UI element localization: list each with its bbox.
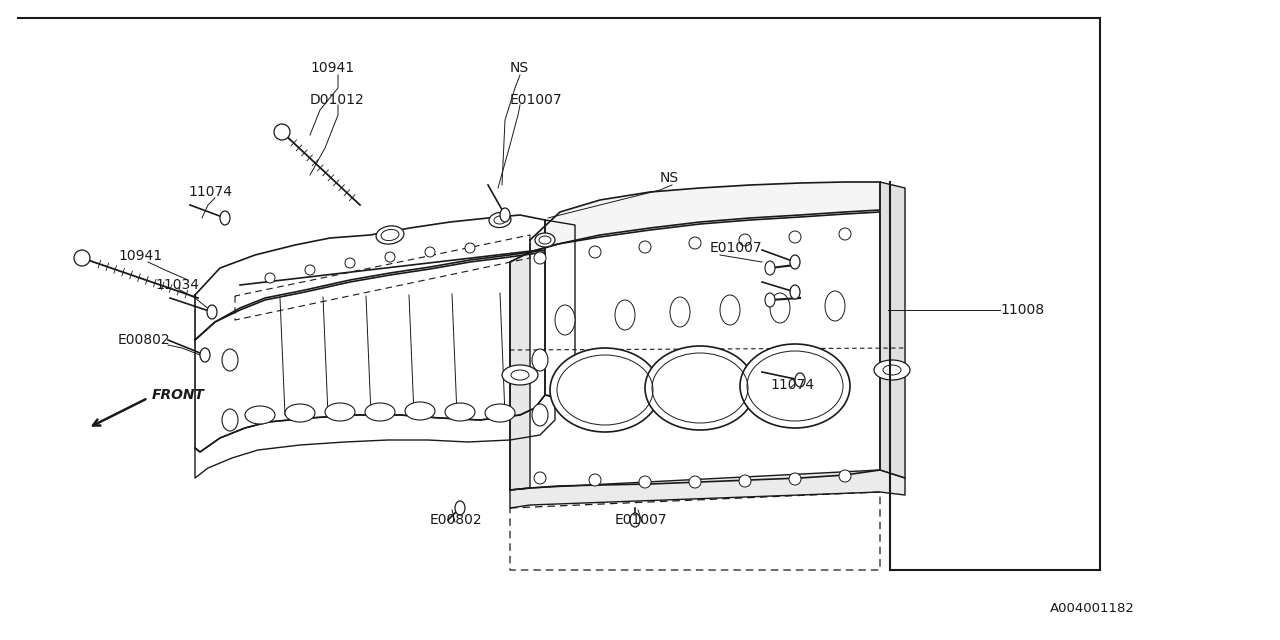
Circle shape xyxy=(346,258,355,268)
Ellipse shape xyxy=(489,212,511,228)
Ellipse shape xyxy=(556,305,575,335)
Ellipse shape xyxy=(765,261,774,275)
Polygon shape xyxy=(195,395,556,478)
Ellipse shape xyxy=(535,233,556,247)
Ellipse shape xyxy=(454,501,465,515)
Circle shape xyxy=(385,252,396,262)
Circle shape xyxy=(639,476,652,488)
Text: E00802: E00802 xyxy=(430,513,483,527)
Ellipse shape xyxy=(500,208,509,222)
Text: FRONT: FRONT xyxy=(152,388,205,402)
Ellipse shape xyxy=(376,226,404,244)
Ellipse shape xyxy=(244,406,275,424)
Circle shape xyxy=(838,228,851,240)
Text: 11074: 11074 xyxy=(771,378,814,392)
Ellipse shape xyxy=(404,402,435,420)
Circle shape xyxy=(639,241,652,253)
Ellipse shape xyxy=(645,346,755,430)
Ellipse shape xyxy=(221,349,238,371)
Circle shape xyxy=(534,472,547,484)
Polygon shape xyxy=(195,252,545,452)
Circle shape xyxy=(425,247,435,257)
Ellipse shape xyxy=(220,211,230,225)
Ellipse shape xyxy=(539,236,550,244)
Ellipse shape xyxy=(550,348,660,432)
Ellipse shape xyxy=(790,255,800,269)
Ellipse shape xyxy=(795,373,805,387)
Ellipse shape xyxy=(765,293,774,307)
Ellipse shape xyxy=(532,349,548,371)
Text: E00802: E00802 xyxy=(118,333,170,347)
Ellipse shape xyxy=(630,513,640,527)
Ellipse shape xyxy=(883,365,901,375)
Circle shape xyxy=(74,250,90,266)
Text: D01012: D01012 xyxy=(310,93,365,107)
Ellipse shape xyxy=(221,409,238,431)
Text: 10941: 10941 xyxy=(310,61,355,75)
Circle shape xyxy=(689,476,701,488)
Ellipse shape xyxy=(669,297,690,327)
Circle shape xyxy=(739,234,751,246)
Text: E01007: E01007 xyxy=(509,93,563,107)
Ellipse shape xyxy=(325,403,355,421)
Circle shape xyxy=(305,265,315,275)
Circle shape xyxy=(465,243,475,253)
Ellipse shape xyxy=(285,404,315,422)
Ellipse shape xyxy=(790,285,800,299)
Ellipse shape xyxy=(532,404,548,426)
Ellipse shape xyxy=(365,403,396,421)
Circle shape xyxy=(265,273,275,283)
Polygon shape xyxy=(509,470,905,508)
Text: 11034: 11034 xyxy=(155,278,198,292)
Polygon shape xyxy=(509,212,881,490)
Ellipse shape xyxy=(200,348,210,362)
Text: E01007: E01007 xyxy=(614,513,668,527)
Circle shape xyxy=(739,475,751,487)
Text: NS: NS xyxy=(660,171,680,185)
Circle shape xyxy=(838,470,851,482)
Text: NS: NS xyxy=(509,61,529,75)
Ellipse shape xyxy=(485,404,515,422)
Ellipse shape xyxy=(874,360,910,380)
Text: E01007: E01007 xyxy=(710,241,763,255)
Ellipse shape xyxy=(381,229,399,241)
Polygon shape xyxy=(509,252,530,490)
Ellipse shape xyxy=(740,344,850,428)
Ellipse shape xyxy=(207,305,218,319)
Ellipse shape xyxy=(771,293,790,323)
Circle shape xyxy=(534,252,547,264)
Circle shape xyxy=(589,246,602,258)
Ellipse shape xyxy=(445,403,475,421)
Ellipse shape xyxy=(614,300,635,330)
Polygon shape xyxy=(195,215,545,340)
Circle shape xyxy=(274,124,291,140)
Text: 10941: 10941 xyxy=(118,249,163,263)
Circle shape xyxy=(788,231,801,243)
Polygon shape xyxy=(545,220,575,398)
Polygon shape xyxy=(530,182,881,252)
Circle shape xyxy=(689,237,701,249)
Ellipse shape xyxy=(826,291,845,321)
Text: 11008: 11008 xyxy=(1000,303,1044,317)
Text: A004001182: A004001182 xyxy=(1050,602,1135,614)
Text: 11074: 11074 xyxy=(188,185,232,199)
Ellipse shape xyxy=(502,365,538,385)
Circle shape xyxy=(788,473,801,485)
Ellipse shape xyxy=(719,295,740,325)
Polygon shape xyxy=(881,182,905,478)
Circle shape xyxy=(589,474,602,486)
Ellipse shape xyxy=(494,216,506,224)
Ellipse shape xyxy=(511,370,529,380)
